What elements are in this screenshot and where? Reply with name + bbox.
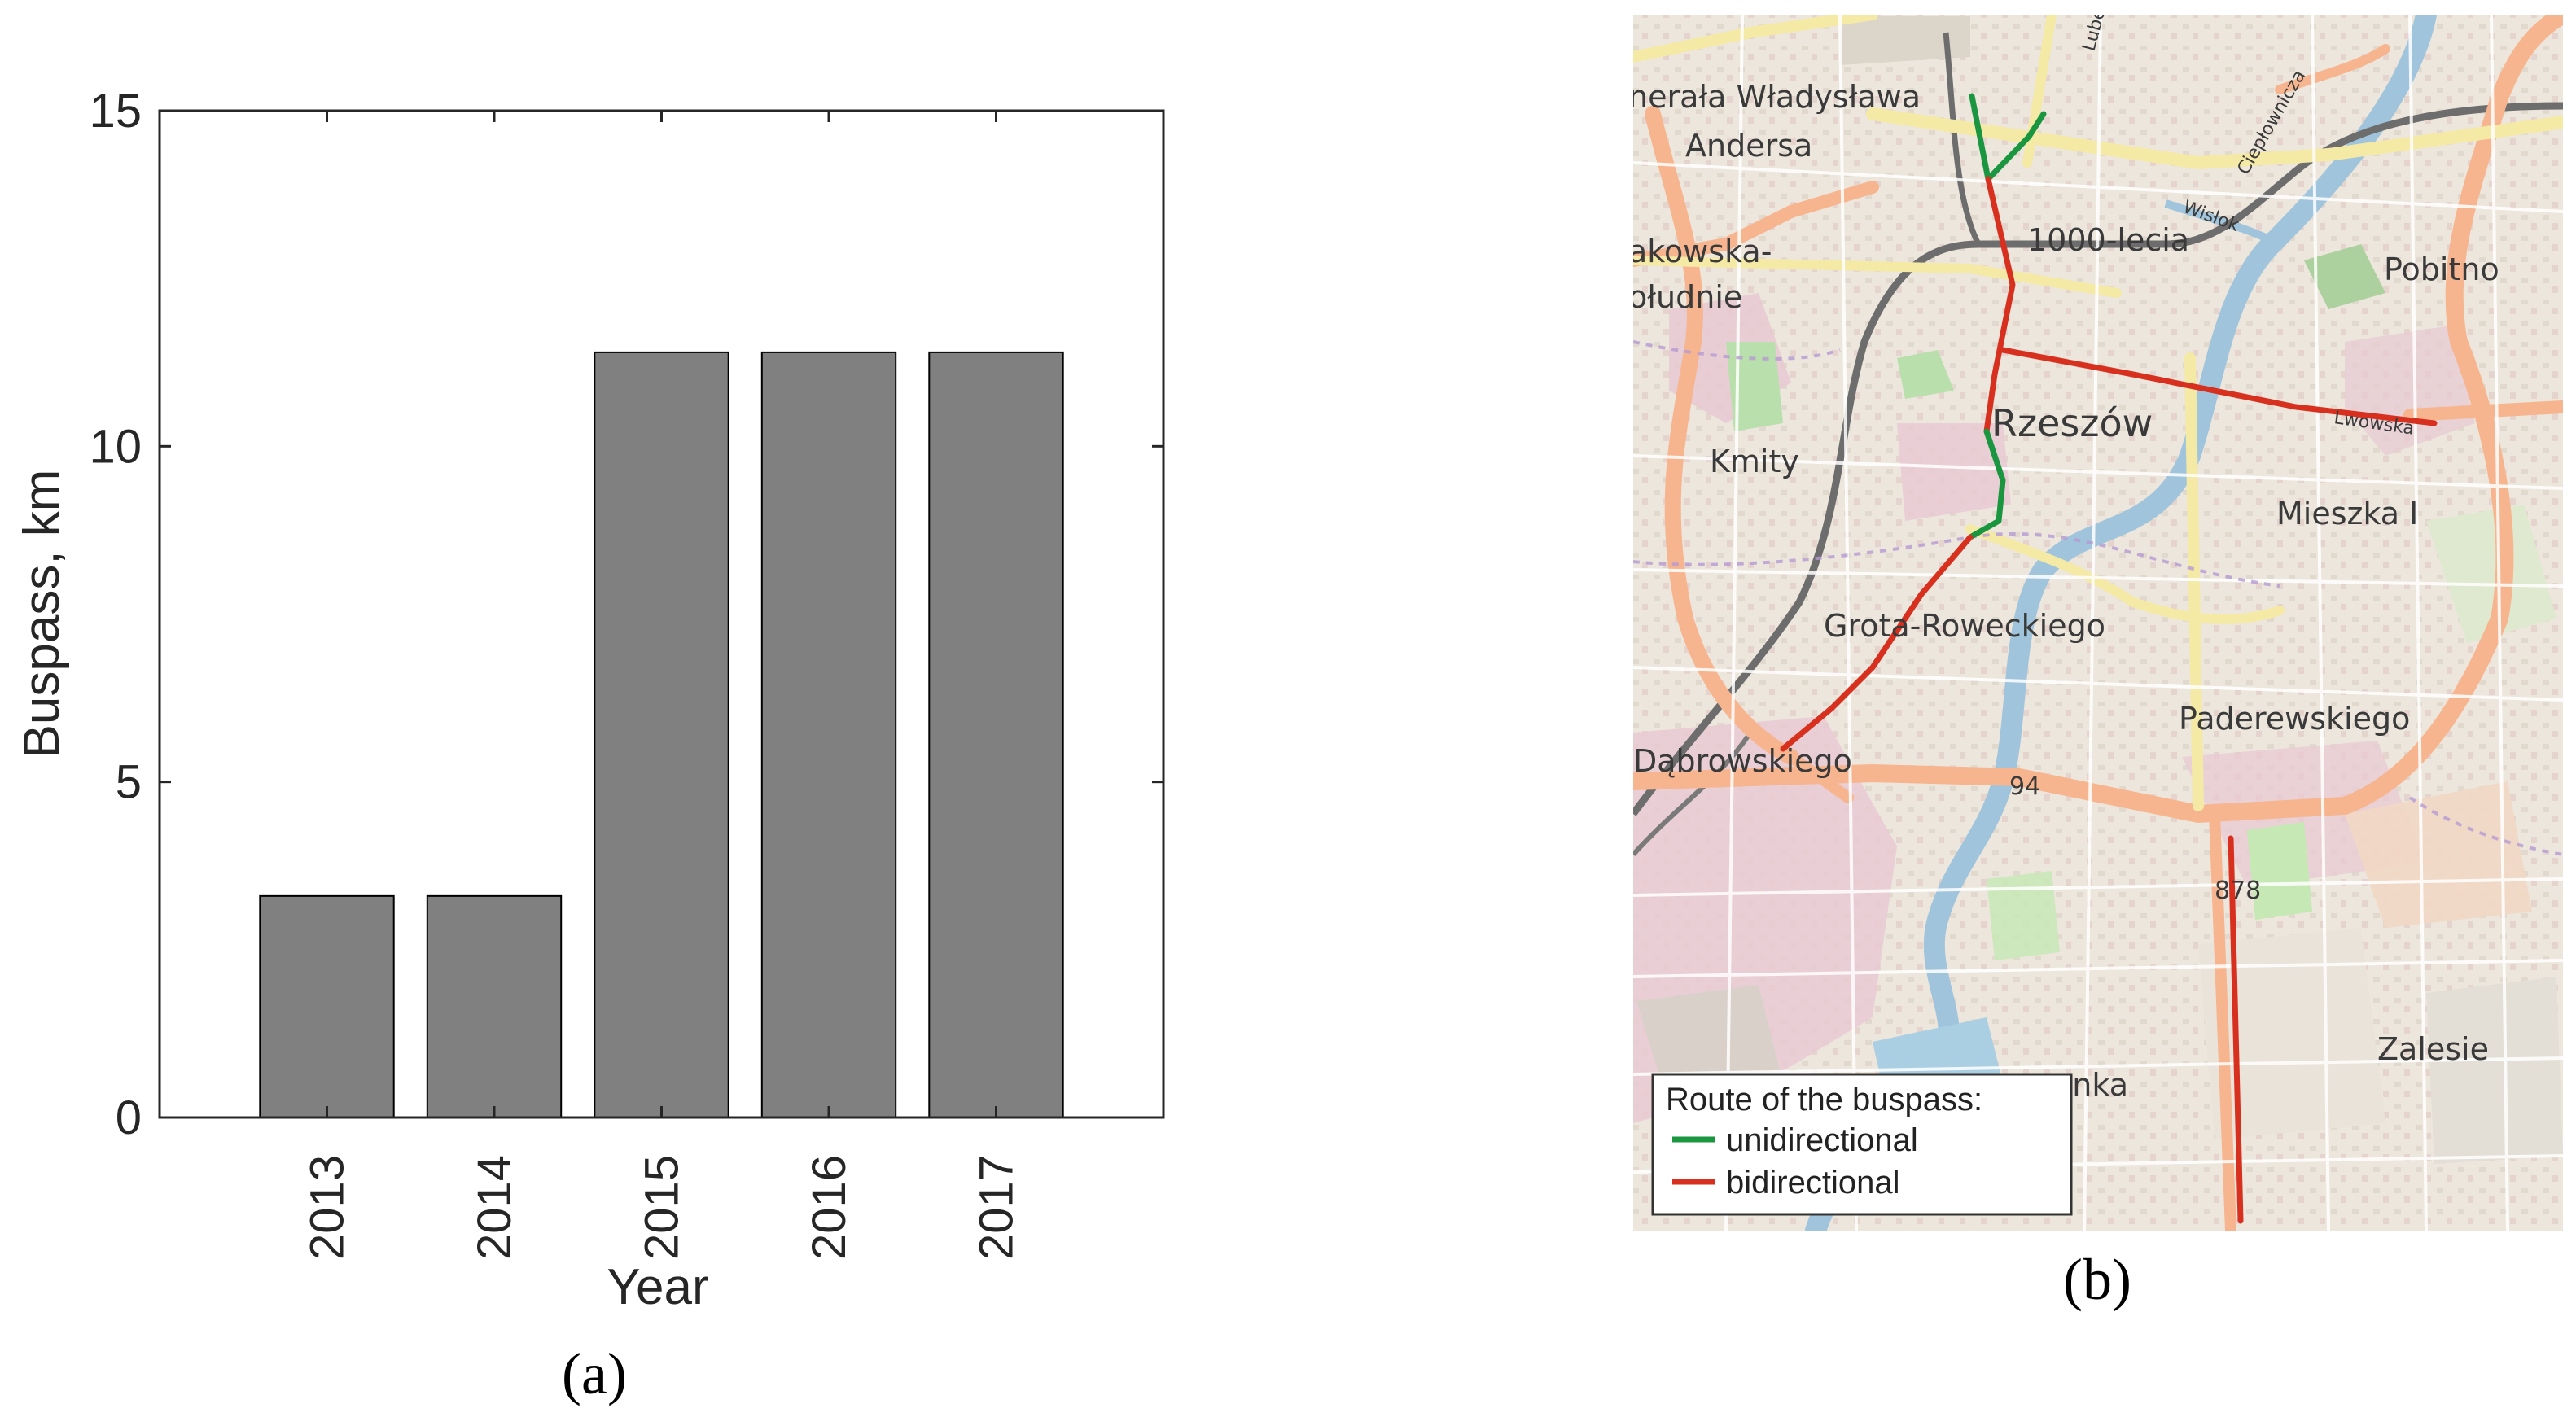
legend-title: Route of the buspass: (1666, 1082, 1982, 1117)
x-tick-label: 2014 (468, 1155, 521, 1260)
map-label: akowska- (1628, 234, 1772, 269)
x-tick-label: 2013 (301, 1155, 354, 1260)
map-legend: Route of the buspass: unidirectional bid… (1651, 1073, 2073, 1216)
y-tick-label: 15 (89, 85, 142, 138)
road-number-label: 94 (2009, 772, 2040, 801)
y-tick-label: 5 (116, 756, 142, 809)
map-landuse (1633, 16, 2563, 1164)
x-tick-label: 2016 (803, 1155, 856, 1260)
bars-layer (259, 351, 1064, 1118)
legend-item-unidirectional: unidirectional (1726, 1122, 1918, 1158)
map-label: Paderewskiego (2179, 701, 2410, 737)
map-label: Andersa (1685, 128, 1812, 164)
panel-a-caption: (a) (562, 1341, 627, 1406)
bar-2013 (259, 894, 395, 1118)
admin-boundaries (1633, 340, 2563, 856)
map-road-numbers: 94 878 (2009, 772, 2261, 905)
map-label: nerała Władysława (1628, 79, 1921, 115)
buspass-route (1780, 93, 2438, 1224)
legend-item-bidirectional: bidirectional (1726, 1165, 1899, 1201)
bar-2016 (760, 351, 897, 1118)
y-tick-label: 10 (89, 420, 142, 473)
panel-b-caption: (b) (2063, 1247, 2131, 1312)
minor-streets (1633, 15, 2563, 1231)
map-panel: nerała Władysława Andersa akowska- ołudn… (1628, 15, 2563, 1312)
map-label: Dąbrowskiego (1633, 743, 1852, 779)
y-axis-ticks: 0 5 10 15 (89, 85, 1163, 1144)
map-label: Rzeszów (1991, 401, 2153, 445)
x-tick-label: 2017 (970, 1155, 1023, 1260)
map-label: Kmity (1710, 444, 1799, 479)
y-tick-label: 0 (116, 1091, 142, 1144)
map-label: 1000-lecia (2027, 222, 2189, 258)
bar-2015 (594, 351, 729, 1118)
x-axis-title: Year (607, 1259, 708, 1315)
map-label: Mieszka I (2276, 496, 2418, 531)
x-tick-label: 2015 (636, 1155, 689, 1260)
x-axis-ticks: 2013 2014 2015 2016 2017 (301, 111, 1023, 1260)
legend-box (1651, 1073, 2073, 1216)
map-label: Pobitno (2384, 251, 2499, 287)
map-label: Zalesie (2377, 1031, 2489, 1067)
road-number-label: 878 (2215, 877, 2261, 905)
major-roads (1633, 15, 2563, 1231)
map-image: nerała Władysława Andersa akowska- ołudn… (1628, 15, 2563, 1231)
map-place-labels: nerała Władysława Andersa akowska- ołudn… (1628, 79, 2499, 1103)
y-axis-title: Buspass, km (14, 470, 70, 759)
map-label: Grota-Roweckiego (1824, 608, 2105, 644)
map-label: ołudnie (1628, 279, 1742, 315)
bar-2017 (928, 351, 1064, 1118)
bar-2014 (426, 894, 563, 1118)
